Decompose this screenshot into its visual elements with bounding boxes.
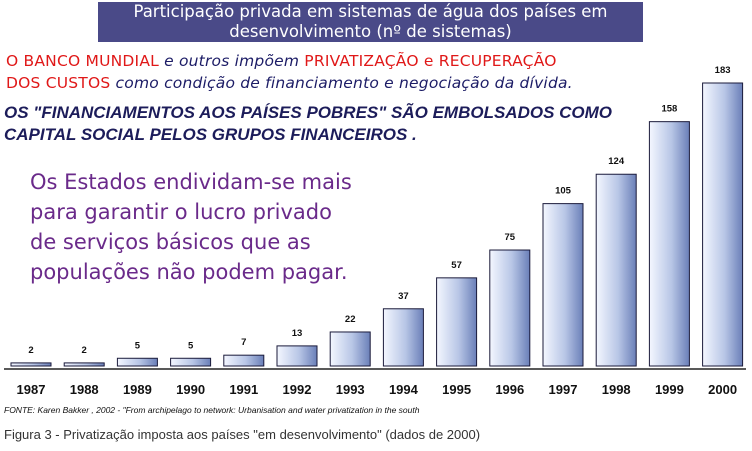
bar-1996 bbox=[489, 249, 531, 367]
privatization-text: PRIVATIZAÇÃO e RECUPERAÇÃO bbox=[304, 52, 557, 70]
bar-1987 bbox=[10, 362, 52, 367]
bar-1988 bbox=[63, 362, 105, 367]
value-label-1988: 2 bbox=[82, 345, 87, 356]
value-label-1989: 5 bbox=[135, 340, 141, 351]
value-label-1992: 13 bbox=[292, 328, 303, 339]
bar-1998 bbox=[595, 173, 637, 367]
value-label-1987: 2 bbox=[28, 345, 33, 356]
x-tick-label-1989: 1989 bbox=[123, 382, 152, 397]
value-label-2000: 183 bbox=[715, 65, 731, 76]
x-tick-label-1994: 1994 bbox=[389, 382, 419, 397]
title-line-1: Participação privada em sistemas de água… bbox=[133, 2, 608, 21]
bar-1990 bbox=[170, 357, 212, 367]
value-label-1991: 7 bbox=[241, 337, 246, 348]
x-tick-label-1997: 1997 bbox=[549, 382, 578, 397]
bar-1993 bbox=[329, 331, 371, 367]
x-tick-label-1999: 1999 bbox=[655, 382, 684, 397]
value-label-1999: 158 bbox=[661, 104, 677, 115]
x-tick-label-1993: 1993 bbox=[336, 382, 365, 397]
bar-1994 bbox=[382, 308, 424, 367]
bar-2000 bbox=[702, 82, 744, 367]
x-tick-label-2000: 2000 bbox=[708, 382, 737, 397]
financing-statement: OS "FINANCIAMENTOS AOS PAÍSES POBRES" SÃ… bbox=[4, 103, 613, 144]
x-tick-label-1995: 1995 bbox=[442, 382, 471, 397]
cost-recovery-text: DOS CUSTOS bbox=[6, 74, 111, 92]
title-line-2: desenvolvimento (nº de sistemas) bbox=[229, 22, 512, 41]
states-debt-statement: Os Estados endividam-se mais para garant… bbox=[30, 170, 352, 284]
bar-1995 bbox=[436, 277, 478, 367]
value-label-1994: 37 bbox=[398, 291, 409, 302]
x-tick-label-1992: 1992 bbox=[283, 382, 312, 397]
world-bank-text: O BANCO MUNDIAL bbox=[6, 52, 159, 70]
bar-1991 bbox=[223, 354, 265, 367]
value-label-1996: 75 bbox=[505, 232, 516, 243]
impose-text: e outros impõem bbox=[158, 52, 305, 70]
x-tick-label-1990: 1990 bbox=[176, 382, 205, 397]
value-label-1997: 105 bbox=[555, 186, 572, 197]
x-tick-label-1988: 1988 bbox=[70, 382, 99, 397]
x-tick-label-1987: 1987 bbox=[17, 382, 46, 397]
value-label-1998: 124 bbox=[608, 156, 625, 167]
bar-1989 bbox=[116, 357, 158, 367]
x-tick-label-1991: 1991 bbox=[229, 382, 258, 397]
bar-1997 bbox=[542, 203, 584, 367]
value-label-1993: 22 bbox=[345, 314, 356, 325]
value-label-1995: 57 bbox=[451, 260, 462, 271]
statement-line-1: O BANCO MUNDIAL e outros impõem PRIVATIZ… bbox=[6, 52, 557, 70]
x-tick-label-1998: 1998 bbox=[602, 382, 631, 397]
value-label-1990: 5 bbox=[188, 340, 194, 351]
source-citation: FONTE: Karen Bakker , 2002 - "From archi… bbox=[4, 405, 420, 415]
slide-title: Participação privada em sistemas de água… bbox=[98, 2, 643, 42]
x-tick-label-1996: 1996 bbox=[495, 382, 524, 397]
statement-line-2: DOS CUSTOS como condição de financiament… bbox=[6, 74, 573, 92]
condition-text: como condição de financiamento e negocia… bbox=[110, 74, 573, 92]
bar-1999 bbox=[648, 121, 690, 367]
bar-1992 bbox=[276, 345, 318, 367]
figure-caption: Figura 3 - Privatização imposta aos país… bbox=[4, 427, 481, 442]
